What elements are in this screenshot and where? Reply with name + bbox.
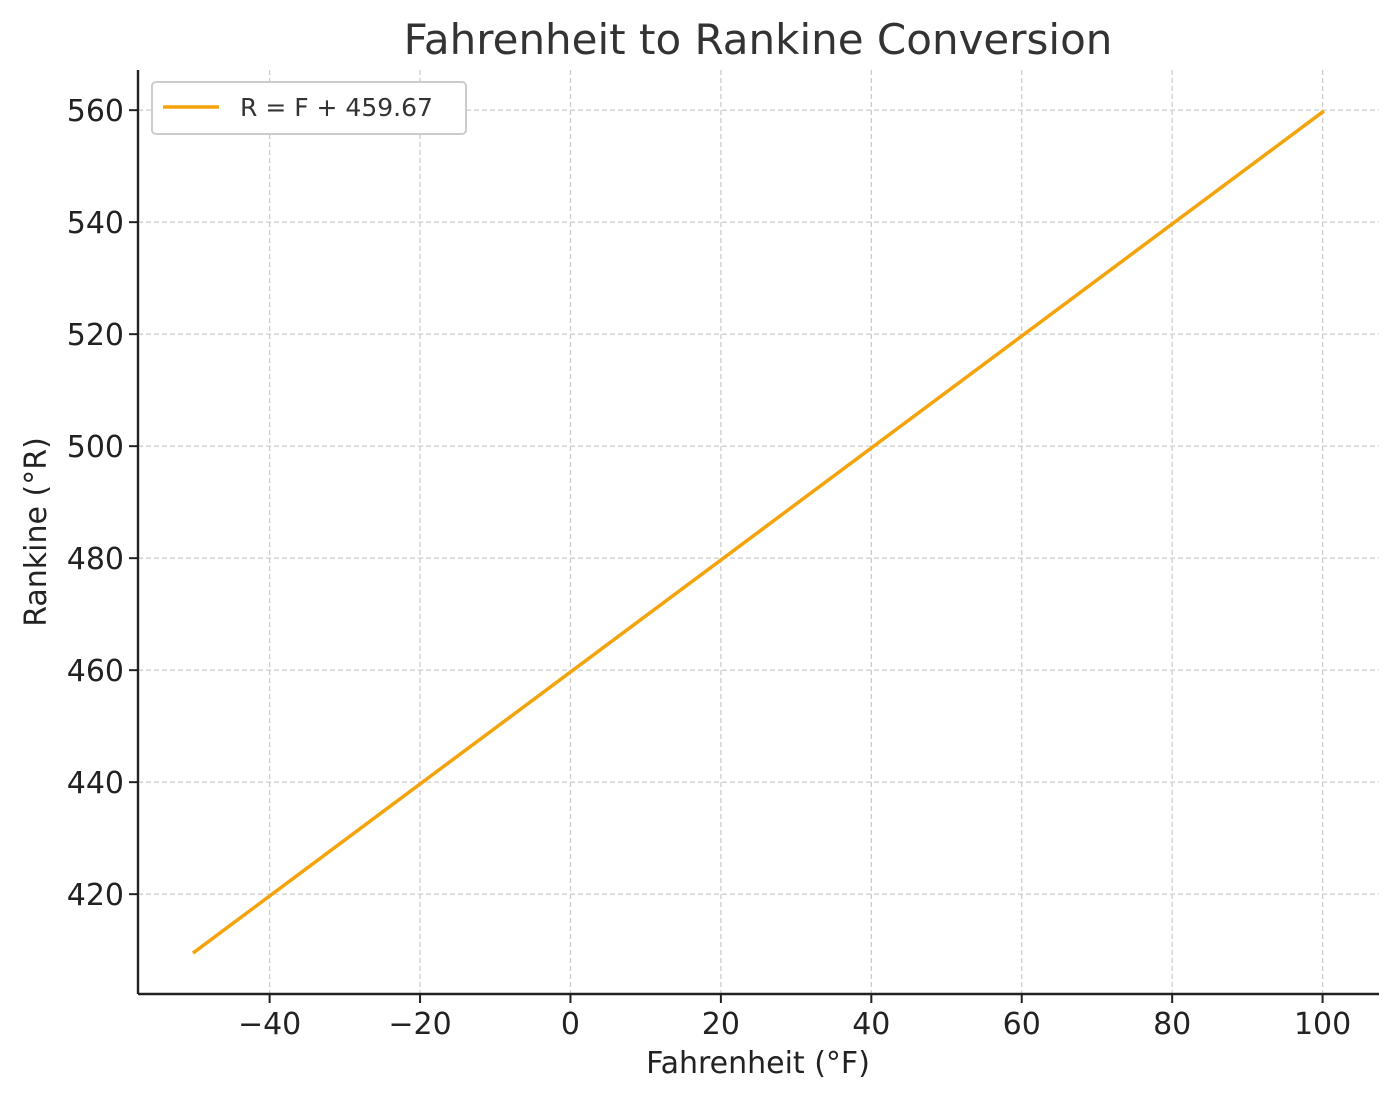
series-line <box>191 109 1326 955</box>
y-tick-label: 420 <box>67 878 124 913</box>
y-tick-label: 520 <box>67 318 124 353</box>
chart-title: Fahrenheit to Rankine Conversion <box>404 15 1113 64</box>
y-tick-label: 560 <box>67 94 124 129</box>
x-tick-label: 20 <box>702 1007 740 1042</box>
y-tick-label: 500 <box>67 430 124 465</box>
x-tick-label: −20 <box>388 1007 451 1042</box>
x-tick-label: 80 <box>1153 1007 1191 1042</box>
y-tick-label: 440 <box>67 766 124 801</box>
x-tick-label: 40 <box>852 1007 890 1042</box>
y-tick-label: 480 <box>67 542 124 577</box>
legend-label: R = F + 459.67 <box>240 93 433 122</box>
x-axis-label: Fahrenheit (°F) <box>646 1046 870 1081</box>
x-tick-label: 100 <box>1294 1007 1351 1042</box>
x-tick-label: 0 <box>561 1007 580 1042</box>
y-tick-label: 540 <box>67 206 124 241</box>
legend: R = F + 459.67 <box>151 81 467 135</box>
ticks: −40 −20 0 20 40 60 80 100 420 440 460 480 500 520 540 5… <box>67 94 1351 1042</box>
y-tick-label: 460 <box>67 654 124 689</box>
x-tick-label: −40 <box>238 1007 301 1042</box>
y-axis-label: Rankine (°R) <box>19 437 54 627</box>
legend-box <box>151 81 467 135</box>
series-layer <box>191 109 1326 955</box>
x-tick-label: 60 <box>1003 1007 1041 1042</box>
